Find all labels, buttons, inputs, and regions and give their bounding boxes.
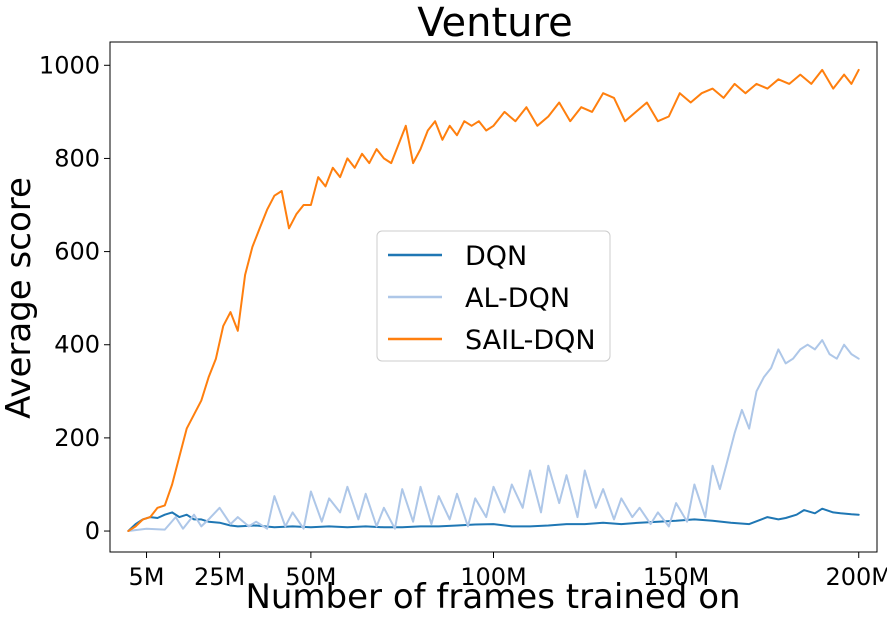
y-tick-label: 400 (54, 331, 100, 359)
y-tick-label: 0 (85, 517, 100, 545)
y-axis: 0 200 400 600 800 1000 (39, 51, 110, 545)
y-axis-label: Average score (0, 177, 39, 419)
legend-label-dqn: DQN (465, 241, 527, 272)
y-tick-label: 800 (54, 144, 100, 172)
x-tick-label: 200M (825, 563, 887, 591)
x-axis-label: Number of frames trained on (245, 577, 740, 617)
x-tick-label: 5M (129, 563, 165, 591)
x-tick-label: 100M (460, 563, 527, 591)
series-line-sail-dqn (127, 68, 860, 532)
x-tick-label: 50M (285, 563, 336, 591)
legend-label-al-dqn: AL-DQN (465, 283, 570, 314)
y-tick-label: 600 (54, 238, 100, 266)
legend-box (376, 230, 611, 362)
x-axis: 5M 25M 50M 100M 150M 200M (129, 552, 887, 591)
x-tick-label: 150M (643, 563, 710, 591)
plot-lines (127, 68, 860, 532)
series-line-dqn (127, 507, 860, 532)
chart-title: Venture (417, 0, 572, 46)
y-tick-label: 200 (54, 424, 100, 452)
legend: DQN AL-DQN SAIL-DQN (376, 230, 611, 362)
legend-label-sail-dqn: SAIL-DQN (465, 325, 596, 356)
series-line-al-dqn (127, 339, 860, 532)
x-tick-label: 25M (194, 563, 245, 591)
y-tick-label: 1000 (39, 51, 100, 79)
